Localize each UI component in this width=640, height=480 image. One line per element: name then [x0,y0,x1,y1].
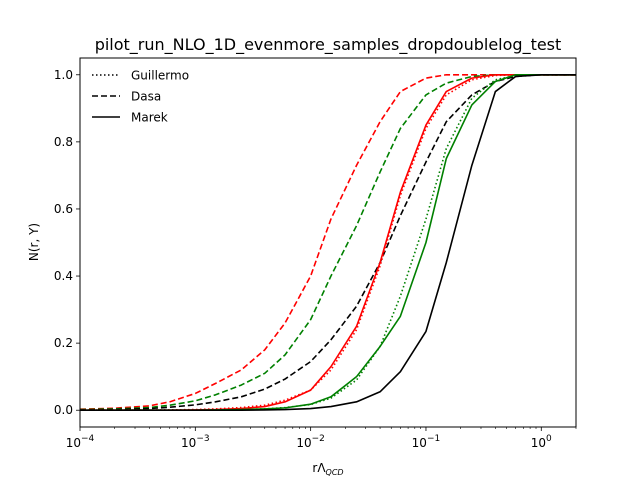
y-tick-label: 0.8 [54,135,73,149]
x-tick-label: 100 [531,434,552,450]
x-axis-label: rΛQCD [312,461,343,477]
axes-frame [79,57,577,428]
legend-item-guillermo: Guillermo [92,69,189,83]
axes: 10−4 10−3 10−2 10−1 100 0.0 0.2 0.4 0.6 0.8 1.0 [54,57,577,450]
x-tick-label: 10−2 [296,434,325,450]
y-axis-label: N(r, Y) [27,223,41,261]
legend-label: Marek [131,111,168,125]
x-tick-label: 10−1 [412,434,441,450]
y-tick-label: 0.6 [54,202,73,216]
x-tick-label: 10−3 [181,434,210,450]
y-tick-label: 0.0 [54,403,73,417]
x-axis-label-subscript: QCD [326,468,344,477]
plot-area [80,73,576,412]
y-tick-label: 0.2 [54,336,73,350]
x-axis-label-main: rΛ [312,461,326,475]
series-line-3 [80,73,576,411]
series-line-5 [80,73,576,412]
x-tick-label: 10−4 [66,434,95,450]
legend-label: Guillermo [131,69,189,83]
y-tick-label: 1.0 [54,68,73,82]
legend: Guillermo Dasa Marek [92,69,189,125]
legend-item-marek: Marek [92,111,168,125]
series-line-8 [80,73,576,412]
legend-item-dasa: Dasa [92,90,161,104]
legend-label: Dasa [131,90,161,104]
y-tick-label: 0.4 [54,269,73,283]
chart-title: pilot_run_NLO_1D_evenmore_samples_dropdo… [95,35,562,55]
series-line-1 [80,73,576,411]
